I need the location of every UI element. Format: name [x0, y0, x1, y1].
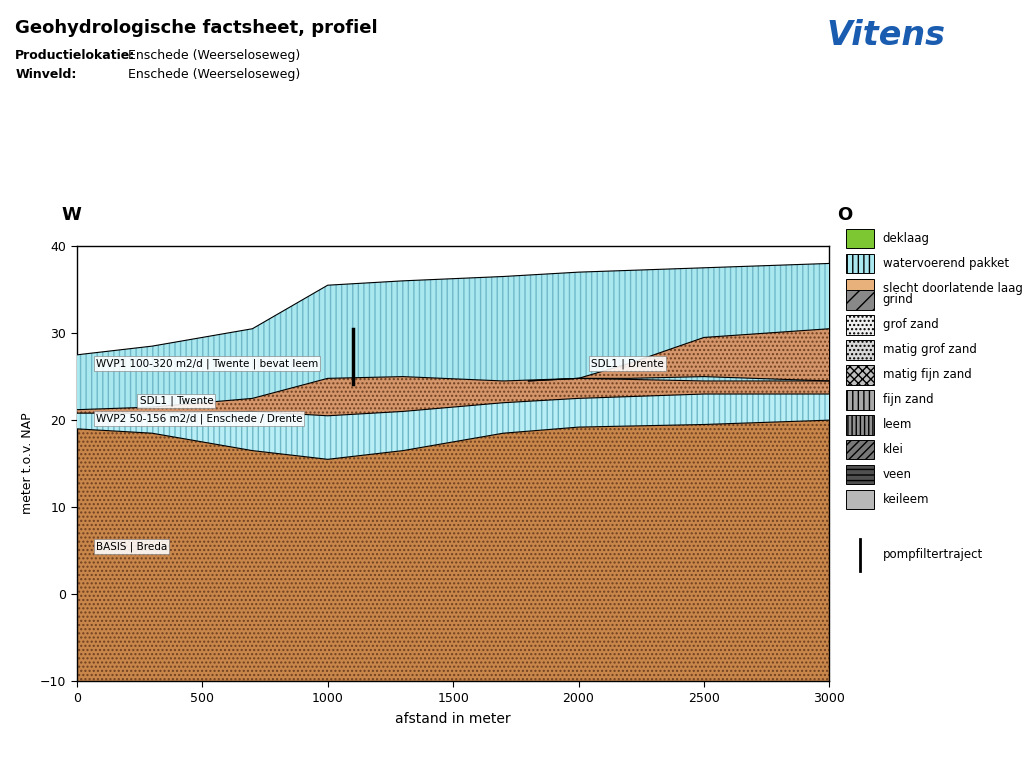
Y-axis label: meter t.o.v. NAP: meter t.o.v. NAP [22, 413, 35, 515]
Text: keileem: keileem [883, 493, 929, 506]
Text: pompfiltertraject: pompfiltertraject [883, 548, 983, 562]
Text: Productielokatie:: Productielokatie: [15, 49, 135, 62]
Text: klei: klei [883, 443, 903, 456]
Text: slecht doorlatende laag: slecht doorlatende laag [883, 282, 1023, 295]
Text: deklaag: deklaag [883, 232, 930, 245]
Text: Geohydrologische factsheet, profiel: Geohydrologische factsheet, profiel [15, 19, 378, 37]
Text: watervoerend pakket: watervoerend pakket [883, 257, 1009, 270]
Text: WVP2 50-156 m2/d | Enschede / Drente: WVP2 50-156 m2/d | Enschede / Drente [95, 413, 302, 424]
Text: W: W [61, 206, 82, 224]
Text: grof zand: grof zand [883, 318, 938, 332]
Text: matig grof zand: matig grof zand [883, 343, 977, 357]
Text: Enschede (Weerseloseweg): Enschede (Weerseloseweg) [128, 68, 300, 81]
Text: Vitens: Vitens [826, 19, 945, 52]
Text: leem: leem [883, 418, 912, 431]
Text: Winveld:: Winveld: [15, 68, 77, 81]
Text: Enschede (Weerseloseweg): Enschede (Weerseloseweg) [128, 49, 300, 62]
Text: SDL1 | Twente: SDL1 | Twente [139, 396, 213, 407]
Text: veen: veen [883, 468, 911, 481]
Text: SDL1 | Drente: SDL1 | Drente [591, 358, 664, 369]
Text: matig fijn zand: matig fijn zand [883, 368, 972, 382]
X-axis label: afstand in meter: afstand in meter [395, 712, 511, 726]
Text: fijn zand: fijn zand [883, 393, 933, 407]
Text: BASIS | Breda: BASIS | Breda [95, 541, 167, 552]
Text: O: O [837, 206, 852, 224]
Text: WVP1 100-320 m2/d | Twente | bevat leem: WVP1 100-320 m2/d | Twente | bevat leem [95, 358, 317, 369]
Text: grind: grind [883, 293, 913, 307]
